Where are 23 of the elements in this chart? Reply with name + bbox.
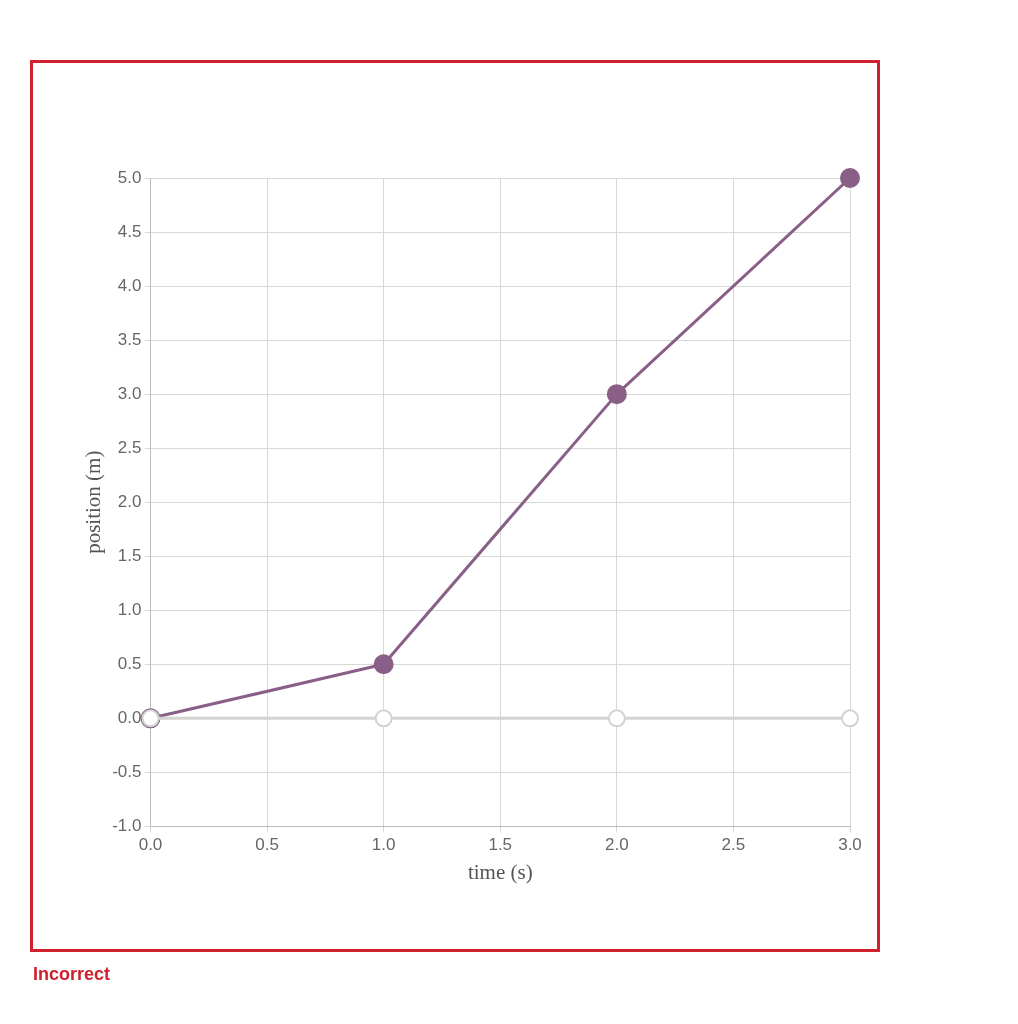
y-tick-label: 4.5: [117, 221, 142, 241]
x-tick-label: 1.5: [488, 835, 513, 855]
y-tick-label: 3.5: [117, 329, 142, 349]
x-tick-label: 0.0: [138, 835, 163, 855]
x-tick-label: 2.5: [721, 835, 746, 855]
x-tick-label: 3.0: [838, 835, 862, 855]
y-tick-label: 3.0: [117, 383, 142, 403]
y-tick-label: 0.5: [117, 653, 142, 673]
y-axis-title: position (m): [81, 450, 106, 554]
x-axis-title: time (s): [467, 859, 533, 884]
y-tick-label: 2.5: [117, 437, 142, 457]
y-tick-label: 0.0: [117, 708, 142, 728]
y-tick-label: -0.5: [112, 762, 142, 782]
x-tick-label: 0.5: [255, 835, 279, 855]
y-tick-label: -1.0: [112, 816, 142, 836]
x-tick-label: 2.0: [605, 835, 629, 855]
x-tick-label: 1.0: [371, 835, 396, 855]
y-tick-label: 5.0: [117, 167, 142, 187]
text: Incorrect: [33, 964, 111, 985]
y-tick-label: 2.0: [117, 491, 142, 511]
y-tick-label: 1.5: [117, 545, 142, 565]
y-tick-label: 1.0: [117, 599, 142, 619]
y-tick-label: 4.0: [117, 275, 142, 295]
